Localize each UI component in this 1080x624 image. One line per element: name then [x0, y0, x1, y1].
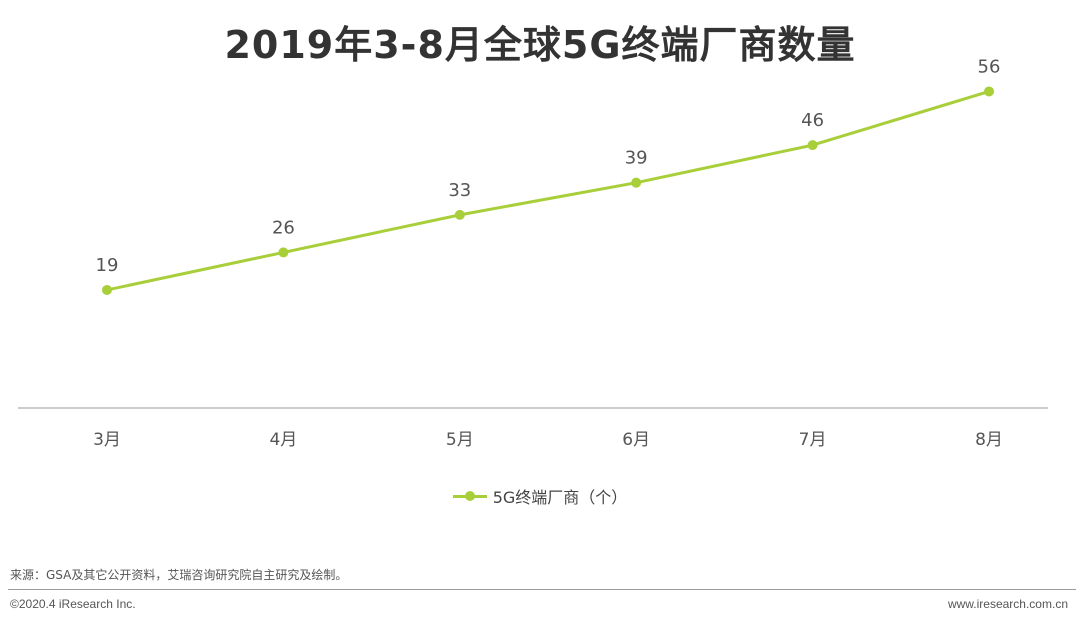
x-tick-label: 5月 — [446, 430, 474, 450]
data-point — [102, 284, 112, 295]
data-label: 56 — [978, 56, 1001, 77]
legend-label: 5G终端厂商（个） — [492, 488, 628, 507]
footer-divider — [8, 589, 1076, 590]
data-point — [454, 209, 465, 220]
legend: 5G终端厂商（个） — [0, 484, 1080, 508]
data-point — [807, 140, 818, 151]
data-point — [278, 247, 289, 258]
website-link[interactable]: www.iresearch.com.cn — [947, 597, 1068, 611]
x-tick-label: 8月 — [975, 430, 1003, 450]
data-label: 46 — [801, 110, 824, 131]
data-label: 33 — [448, 180, 471, 201]
data-label: 39 — [625, 148, 648, 169]
x-tick-label: 4月 — [269, 430, 297, 450]
source-note: 来源：GSA及其它公开资料，艾瑞咨询研究院自主研究及绘制。 — [10, 568, 348, 582]
data-label: 19 — [96, 255, 119, 276]
x-tick-label: 3月 — [93, 430, 121, 450]
data-label: 26 — [272, 217, 295, 238]
data-point — [984, 86, 994, 97]
x-tick-label: 7月 — [799, 430, 827, 450]
line-chart: 19 26 33 39 46 56 3月 4月 5月 6月 7月 8月 — [18, 56, 1048, 450]
x-tick-label: 6月 — [622, 430, 650, 450]
chart-title: 2019年3-8月全球5G终端厂商数量 — [224, 23, 856, 67]
legend-dot — [464, 491, 475, 501]
data-point — [631, 177, 642, 188]
legend-swatch — [452, 490, 487, 502]
copyright: ©2020.4 iResearch Inc. — [10, 597, 136, 611]
series-line — [105, 89, 991, 292]
